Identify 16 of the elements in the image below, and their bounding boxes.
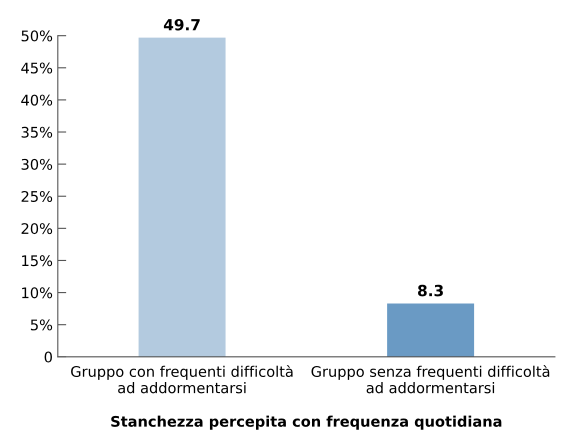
y-tick-label: 20%	[22, 223, 52, 234]
data-label: 49.7	[164, 18, 200, 30]
y-tick-label: 40%	[21, 94, 52, 106]
x-tick-label: Gruppo con frequenti difficoltà ad addormentarsi	[71, 365, 293, 394]
y-tick-label: 50%	[22, 30, 52, 42]
y-tick-label: 30%	[22, 158, 52, 170]
y-tick-label: 35%	[22, 126, 52, 138]
y-tick-label: 45%	[21, 62, 52, 74]
y-tick-label: 10%	[22, 287, 52, 298]
x-axis-title: Stanchezza percepita con frequenza quotidiana	[111, 416, 502, 430]
x-tick-label: Gruppo senza frequenti difficoltà ad addormentarsi	[312, 365, 550, 394]
y-tick-label: 25%	[22, 190, 52, 202]
data-label: 8.3	[418, 284, 443, 296]
y-tick-label: 5%	[30, 319, 52, 330]
y-tick-label: 15%	[22, 255, 52, 266]
y-tick-label: 0	[44, 352, 52, 363]
